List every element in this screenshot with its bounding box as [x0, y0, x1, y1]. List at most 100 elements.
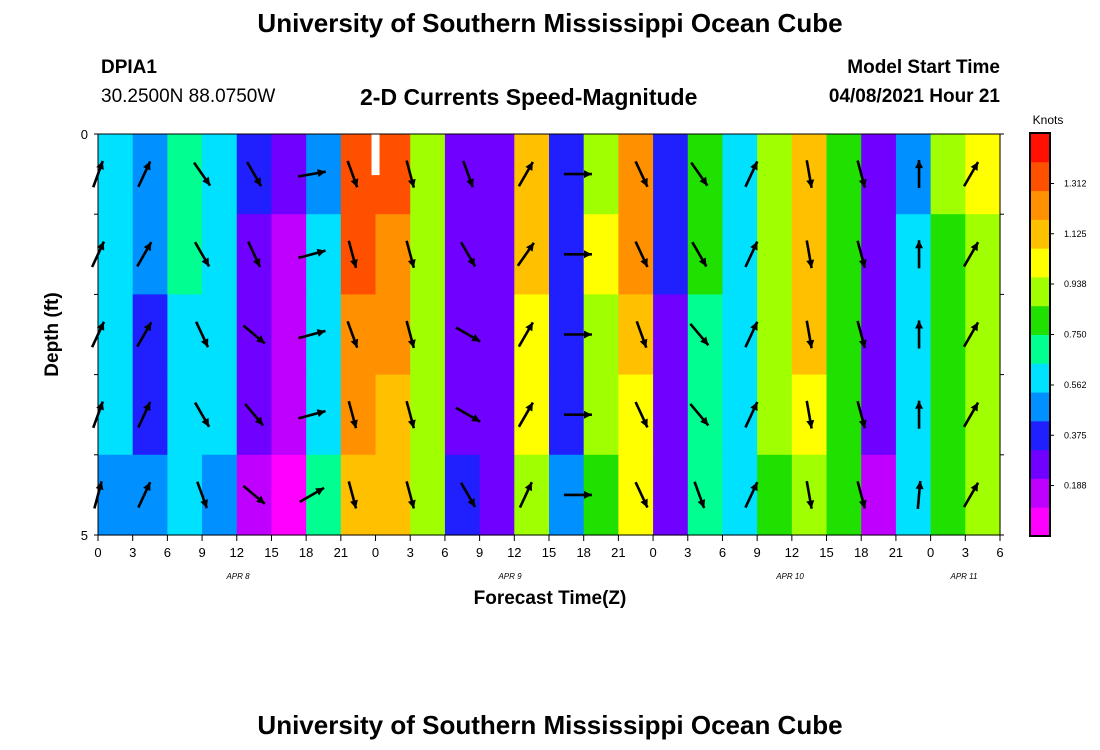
x-tick-label: 21	[611, 545, 625, 560]
heatmap-cell	[930, 214, 966, 295]
vector-head	[256, 335, 265, 344]
x-tick-label: 12	[230, 545, 244, 560]
current-vector	[962, 482, 980, 508]
heatmap-cell	[653, 454, 689, 536]
colorbar-segment	[1030, 248, 1050, 278]
vector-head	[858, 178, 867, 188]
heatmap-cell	[895, 134, 932, 215]
current-vector	[518, 481, 533, 509]
vector-head	[143, 242, 152, 252]
page-title-top: University of Southern Mississippi Ocean…	[257, 8, 843, 38]
vector-head	[915, 400, 924, 409]
heatmap-cell	[757, 374, 793, 456]
chart-title: 2-D Currents Speed-Magnitude	[360, 84, 698, 110]
heatmap-cell	[271, 214, 307, 295]
x-tick-label: 12	[785, 545, 799, 560]
vector-head	[407, 339, 416, 349]
heatmap-cell	[618, 214, 654, 295]
vector-head	[200, 499, 208, 509]
vector-head	[750, 241, 758, 251]
heatmap-cell	[410, 294, 446, 376]
current-vector	[915, 240, 924, 269]
page-title-bottom: University of Southern Mississippi Ocean…	[257, 710, 843, 740]
heatmap-cell	[930, 294, 966, 376]
colorbar-segment	[1030, 507, 1050, 537]
heatmap-cell	[861, 454, 897, 536]
y-tick-label: 5	[81, 528, 88, 543]
vector-head	[700, 416, 709, 426]
heatmap-cell	[375, 134, 411, 215]
heatmap-cell	[202, 134, 238, 215]
heatmap-layer	[98, 134, 1001, 536]
x-tick-label: 15	[819, 545, 833, 560]
current-vector	[962, 241, 980, 268]
current-vector	[194, 321, 210, 348]
heatmap-cell	[340, 294, 377, 376]
heatmap-cell	[98, 134, 134, 215]
current-vector	[805, 240, 815, 269]
current-vector	[299, 486, 325, 504]
vector-head	[583, 170, 592, 179]
vector-head	[202, 176, 211, 186]
vector-head	[407, 499, 416, 509]
current-vector	[459, 482, 477, 508]
vector-head	[750, 402, 758, 411]
heatmap-cell	[687, 214, 724, 295]
heatmap-cell	[167, 294, 203, 376]
heatmap-cell	[202, 454, 238, 536]
vector-head	[915, 320, 924, 329]
heatmap-cell	[375, 294, 411, 376]
vector-head	[524, 482, 533, 492]
vector-head	[583, 250, 592, 259]
current-vector	[346, 160, 359, 188]
vector-head	[350, 499, 358, 509]
current-vector	[691, 241, 708, 268]
current-vector	[137, 481, 152, 509]
vector-head	[640, 258, 648, 267]
vector-head	[858, 499, 867, 509]
current-vector	[634, 160, 649, 188]
vector-head	[407, 178, 416, 188]
heatmap-cell	[895, 294, 932, 376]
heatmap-cell	[653, 134, 689, 215]
y-tick-label: 0	[81, 127, 88, 142]
heatmap-cell	[930, 454, 966, 536]
vector-head	[201, 257, 210, 267]
current-vector	[346, 320, 359, 349]
current-vector	[462, 160, 475, 188]
heatmap-cell	[202, 294, 238, 376]
current-vector	[405, 400, 416, 429]
current-vector	[962, 321, 980, 348]
x-tick-label: 3	[962, 545, 969, 560]
heatmap-cell	[340, 454, 377, 536]
vector-head	[253, 177, 262, 187]
vector-head	[806, 419, 815, 429]
vector-head	[200, 338, 209, 348]
vector-head	[970, 482, 979, 492]
current-vector	[193, 241, 211, 268]
vector-head	[970, 402, 979, 412]
vector-head	[526, 242, 534, 252]
vector-head	[317, 169, 326, 177]
x-tick-label: 0	[372, 545, 379, 560]
colorbar-tick-label: 1.125	[1064, 229, 1087, 239]
heatmap-cell	[618, 374, 654, 456]
y-axis-label: Depth (ft)	[42, 292, 63, 376]
heatmap-cell	[687, 454, 724, 536]
vector-head	[858, 419, 867, 429]
vector-head	[525, 161, 533, 171]
heatmap-cell	[410, 214, 446, 295]
vector-head	[525, 402, 533, 412]
current-vector	[193, 401, 211, 428]
current-vector	[856, 160, 867, 188]
heatmap-cell	[826, 454, 862, 536]
vector-head	[915, 240, 924, 249]
colorbar-segment	[1030, 305, 1050, 335]
date-label: APR 8	[225, 572, 250, 581]
heatmap-cell	[930, 374, 966, 456]
current-vector	[856, 400, 867, 429]
heatmap-cell	[826, 134, 862, 215]
vector-head	[750, 161, 758, 171]
date-label: APR 9	[497, 572, 522, 581]
current-vector	[517, 401, 534, 428]
